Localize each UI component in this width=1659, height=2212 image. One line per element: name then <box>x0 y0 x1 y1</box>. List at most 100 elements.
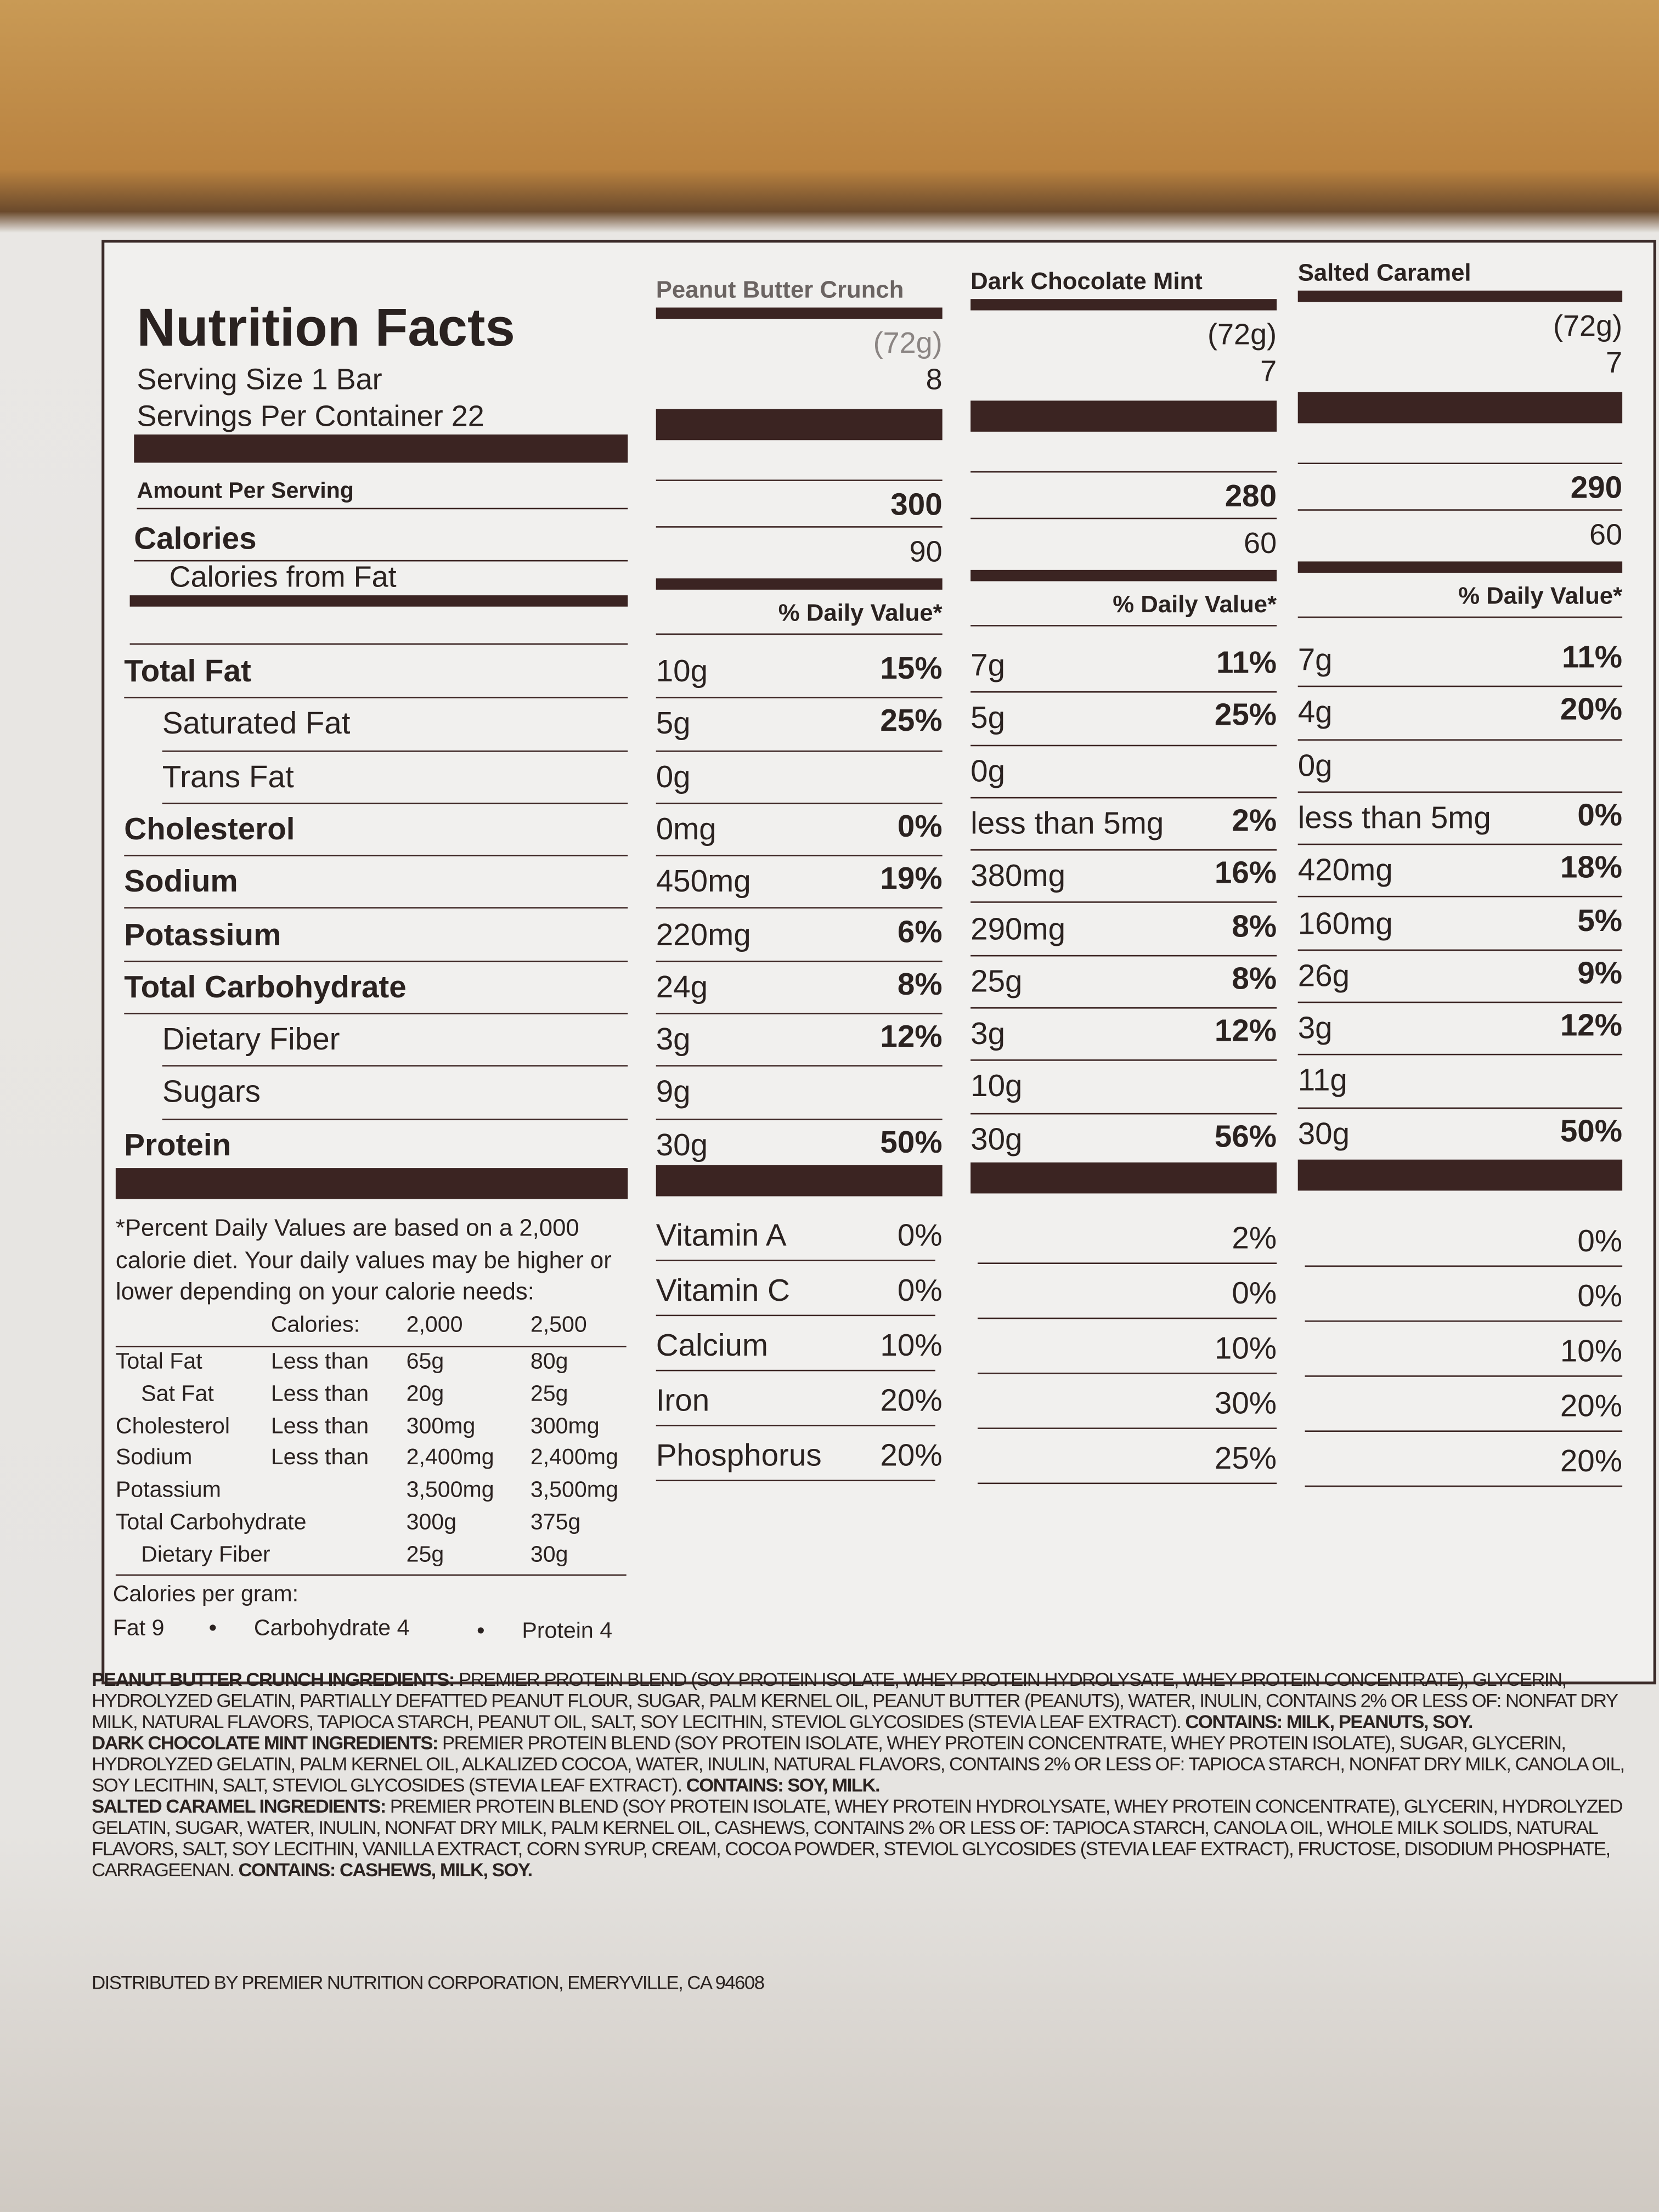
nutrient-row <box>970 1060 1277 1114</box>
footnote-header: 2,500 <box>530 1313 587 1338</box>
nutrient-label: Total Fat <box>124 645 628 699</box>
vitamin-dv: 25% <box>1214 1440 1277 1476</box>
nutrient-dv: 25% <box>1214 697 1277 733</box>
ingredient-text: PREMIER PROTEIN BLEND (SOY PROTEIN ISOLA… <box>92 1668 1618 1733</box>
rule <box>656 449 943 481</box>
calories: 300 <box>656 487 943 528</box>
nutrient-dv: 0% <box>1577 797 1623 832</box>
nutrient-row <box>970 692 1277 746</box>
calories-from-fat: 90 <box>909 536 943 569</box>
thick-bar <box>134 434 628 463</box>
nutrient-row <box>1297 844 1623 898</box>
nutrient-dv: 12% <box>880 1018 943 1054</box>
ingredient-paragraph: SALTED CARAMEL INGREDIENTS: PREMIER PROT… <box>92 1796 1650 1880</box>
nutrient-dv: 50% <box>880 1124 943 1159</box>
nutrient-dv: 19% <box>880 861 943 896</box>
nutrient-row <box>970 849 1277 904</box>
bar <box>656 307 943 319</box>
nutrient-row <box>656 908 943 962</box>
nutrient-row <box>1297 949 1623 1003</box>
nutrient-amount: 3g <box>970 1015 1006 1051</box>
footnote-cell: 300mg <box>530 1414 600 1438</box>
vitamin-dv: 0% <box>897 1217 943 1253</box>
calories: 290 <box>1297 470 1623 511</box>
footnote-cell: 2,400mg <box>406 1446 494 1471</box>
ingredient-paragraph: PEANUT BUTTER CRUNCH INGREDIENTS: PREMIE… <box>92 1669 1650 1733</box>
footnote-cell: Sodium <box>115 1446 193 1471</box>
servings: 7 <box>1260 355 1277 388</box>
nutrient-row <box>970 639 1277 693</box>
ingredient-heading: SALTED CARAMEL INGREDIENTS: <box>92 1796 390 1817</box>
nutrient-amount: 380mg <box>970 857 1066 894</box>
ingredient-heading: DARK CHOCOLATE MINT INGREDIENTS: <box>92 1732 443 1754</box>
serving-weight: (72g) <box>873 327 943 360</box>
nutrient-row <box>1297 738 1623 793</box>
nutrient-row <box>656 697 943 752</box>
nutrient-amount: 290mg <box>970 910 1066 946</box>
vitamin-row <box>977 1213 1277 1264</box>
vitamin-row <box>656 1321 935 1372</box>
vitamin-row <box>1305 1326 1623 1377</box>
vitamin-row <box>977 1268 1277 1319</box>
product-name: Salted Caramel <box>1297 259 1471 286</box>
nutrient-amount: 30g <box>656 1126 708 1163</box>
footnote-cell: 300mg <box>406 1414 476 1438</box>
nutrient-label: Dietary Fiber <box>162 1013 628 1067</box>
rule <box>970 440 1277 473</box>
nutrient-dv: 11% <box>1561 639 1623 675</box>
vitamin-name: Calcium <box>656 1327 769 1363</box>
ingredient-contains: CONTAINS: SOY, MILK. <box>686 1774 881 1796</box>
vitamin-dv: 0% <box>1577 1223 1623 1259</box>
amount-per-serving: Amount Per Serving <box>137 479 628 510</box>
nutrient-dv: 12% <box>1560 1007 1623 1043</box>
nutrient-amount: 30g <box>970 1121 1023 1156</box>
ingredient-contains: CONTAINS: MILK, PEANUTS, SOY. <box>1185 1711 1473 1733</box>
nutrient-label: Sugars <box>162 1065 628 1120</box>
footnote-header: 2,000 <box>406 1313 463 1338</box>
nutrient-amount: 0mg <box>656 811 716 847</box>
nutrient-amount: 0g <box>1297 747 1333 783</box>
nutrient-dv: 20% <box>1560 691 1623 727</box>
footnote-cell: Dietary Fiber <box>141 1543 270 1567</box>
vitamin-dv: 30% <box>1214 1385 1277 1421</box>
vitamin-row <box>1305 1436 1623 1487</box>
ingredient-text: PREMIER PROTEIN BLEND (SOY PROTEIN ISOLA… <box>92 1732 1625 1796</box>
bar <box>970 569 1277 582</box>
nutrient-row <box>656 855 943 910</box>
bar <box>1297 561 1623 573</box>
dv-header: % Daily Value* <box>1297 583 1623 618</box>
vitamin-row <box>656 1266 935 1317</box>
bullet: • <box>477 1619 485 1644</box>
vitamin-row <box>656 1210 935 1261</box>
nutrient-dv: 16% <box>1214 855 1277 891</box>
vitamin-row <box>977 1434 1277 1485</box>
nutrient-dv: 8% <box>1232 960 1277 996</box>
footnote-cell: 300g <box>406 1510 457 1535</box>
footnote-cell: Less than <box>270 1350 369 1374</box>
thick-bar <box>115 1168 628 1199</box>
serving-size: Serving Size 1 Bar <box>137 364 382 397</box>
vitamin-row <box>656 1375 935 1426</box>
footnote-cell: 2,400mg <box>530 1446 618 1471</box>
nutrient-row <box>656 645 943 699</box>
nutrient-amount: 0g <box>656 758 691 794</box>
ingredient-heading: PEANUT BUTTER CRUNCH INGREDIENTS: <box>92 1668 459 1690</box>
footnote-cell: Total Fat <box>115 1350 202 1374</box>
nutrient-amount: 11g <box>1297 1063 1347 1098</box>
nutrient-amount: 3g <box>656 1021 691 1057</box>
nutrient-label: Saturated Fat <box>162 697 628 752</box>
nutrient-row <box>656 1065 943 1120</box>
servings: 7 <box>1606 347 1623 380</box>
nutrient-amount: less than 5mg <box>1297 799 1491 835</box>
nutrient-row <box>1297 1002 1623 1056</box>
nutrient-amount: 220mg <box>656 916 751 952</box>
nutrient-row <box>1297 1054 1623 1109</box>
product-name: Peanut Butter Crunch <box>656 276 904 303</box>
nutrient-label: Trans Fat <box>162 750 628 804</box>
fat-per-gram: Fat 9 <box>112 1616 165 1641</box>
nutrient-amount: 450mg <box>656 864 751 899</box>
nutrient-amount: 26g <box>1297 957 1350 993</box>
nutrient-amount: 3g <box>1297 1010 1333 1046</box>
nutrient-amount: 30g <box>1297 1115 1350 1151</box>
footnote-header-rule <box>115 1312 627 1347</box>
